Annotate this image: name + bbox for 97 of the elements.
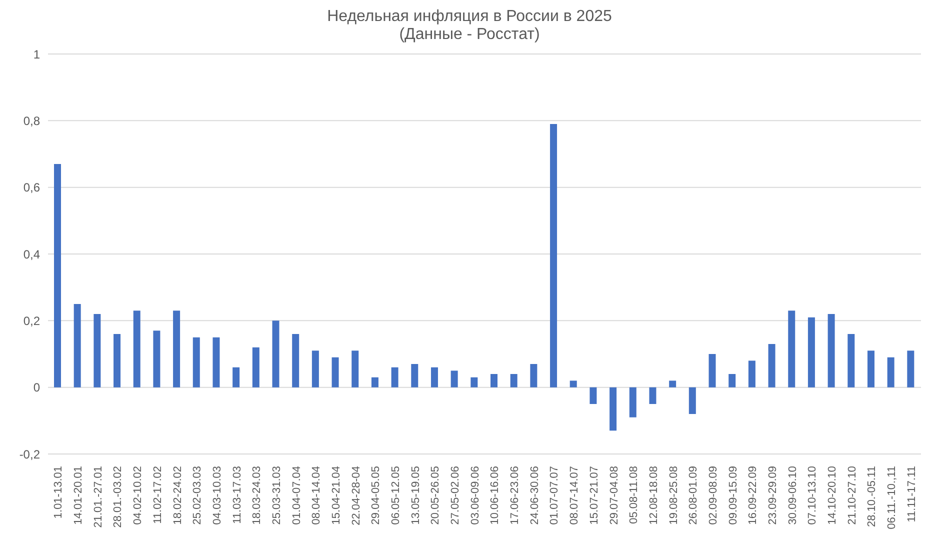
x-tick-label: 07.10-13.10: [806, 466, 819, 525]
x-tick-label: 01.07-07.07: [548, 466, 561, 525]
bar: [848, 334, 855, 388]
x-tick-label: 11.02-17.02: [152, 466, 164, 524]
x-tick-label: 30.09-06.10: [786, 466, 799, 525]
bar: [708, 354, 716, 388]
bar: [629, 387, 636, 418]
chart-title: Недельная инфляция в России в 2025: [326, 8, 613, 26]
x-tick-label: 02.09-08.09: [707, 466, 720, 525]
x-tick-label: 28.10.-05.11: [866, 466, 878, 527]
x-tick-label: 16.09-22.09: [747, 466, 760, 525]
bar: [808, 317, 815, 388]
bar: [907, 350, 914, 388]
y-tick-label: 1: [33, 47, 40, 62]
x-tick-label: 14.10-20.10: [826, 466, 839, 525]
bar: [450, 370, 458, 388]
bar: [867, 350, 874, 388]
bar: [570, 380, 577, 388]
bar: [788, 310, 796, 388]
bar: [114, 334, 121, 388]
bar: [669, 380, 676, 388]
x-tick-label: 17.06-23.06: [509, 466, 522, 525]
bar: [133, 310, 140, 388]
x-tick-label: 11.11-17.11: [906, 466, 918, 522]
bar: [887, 357, 894, 388]
bar: [430, 367, 438, 388]
bar: [153, 330, 160, 388]
x-tick-label: 26.08-01.09: [688, 466, 700, 525]
x-tick-label: 18.02-24.02: [172, 466, 184, 525]
x-tick-label: 29.07-04.08: [608, 466, 620, 525]
x-tick-label: 09.09-15.09: [727, 466, 740, 525]
x-tick-label: 08.04-14.04: [310, 466, 323, 525]
bar: [252, 347, 260, 388]
x-tick-label: 27.05-02.06: [450, 466, 462, 525]
y-tick-label: 0: [33, 380, 40, 395]
bar: [728, 374, 736, 388]
chart-subtitle: (Данные - Росстат): [398, 26, 541, 44]
x-tick-label: 08.07-14.07: [568, 466, 581, 525]
y-tick-label: 0,8: [23, 114, 40, 128]
bar: [371, 377, 378, 388]
x-tick-label: 15.07-21.07: [588, 466, 600, 525]
x-tick-label: 12.08-18.08: [648, 466, 660, 525]
y-tick-label: -0,2: [19, 447, 40, 462]
bar: [610, 387, 617, 431]
x-tick-label: 05.08-11.08: [628, 466, 640, 524]
bar: [510, 374, 518, 388]
bar: [411, 364, 418, 388]
bar: [212, 337, 220, 388]
x-tick-label: 19.08-25.08: [668, 466, 680, 525]
y-tick-label: 0,6: [23, 180, 40, 195]
x-tick-label: 23.09-29.09: [767, 466, 780, 525]
bar: [490, 374, 498, 388]
x-tick-label: 11.03-17.03: [231, 466, 244, 524]
bar: [292, 334, 300, 388]
x-tick-label: 13.05-19.05: [410, 466, 422, 525]
x-tick-label: 20.05-26.05: [430, 466, 442, 525]
bar: [530, 364, 538, 388]
x-tick-label: 25.02-03.03: [192, 466, 204, 525]
bar: [232, 367, 240, 388]
x-tick-label: 06.11.-10.,11: [886, 466, 898, 530]
bar: [94, 314, 101, 388]
x-tick-label: 24.06-30.06: [528, 466, 541, 525]
x-tick-label: 21.01.-27.01: [92, 466, 104, 528]
x-tick-label: 04.03-10.03: [211, 466, 224, 525]
x-tick-label: 01.04-07.04: [290, 466, 303, 525]
bar: [74, 304, 81, 388]
x-tick-label: 22.04-28-04: [350, 466, 362, 526]
bar: [272, 320, 280, 388]
bar: [470, 377, 478, 388]
bar: [332, 357, 339, 388]
bar: [352, 350, 359, 388]
x-tick-label: 15.04-21.04: [330, 466, 343, 525]
bar: [173, 310, 180, 388]
bar: [590, 387, 597, 404]
x-tick-label: 06.05-12.05: [390, 466, 402, 525]
x-tick-label: 21.10-27.10: [846, 466, 858, 525]
x-tick-label: 10.06-16.06: [489, 466, 502, 525]
x-tick-label: 04.02-10.02: [132, 466, 144, 525]
bar: [550, 124, 558, 388]
x-tick-label: 18.03-24.03: [251, 466, 264, 525]
bar: [54, 164, 61, 388]
x-tick-label: 1.01-13.01: [52, 466, 65, 519]
x-tick-label: 14.01-20.01: [72, 466, 85, 525]
bar: [748, 360, 756, 388]
y-tick-label: 0,4: [23, 247, 40, 262]
x-tick-label: 28.01.-03.02: [112, 466, 124, 528]
y-tick-label: 0,2: [23, 314, 40, 328]
x-tick-label: 25.03-31.03: [270, 466, 283, 525]
bar: [828, 314, 835, 388]
bar: [768, 344, 776, 388]
x-tick-label: 03.06-09.06: [469, 466, 482, 525]
bar: [192, 337, 200, 388]
bar: [688, 387, 696, 414]
bar: [312, 350, 319, 388]
bar: [391, 367, 398, 388]
x-tick-label: 29.04-05.05: [370, 466, 382, 525]
bar: [649, 387, 656, 404]
